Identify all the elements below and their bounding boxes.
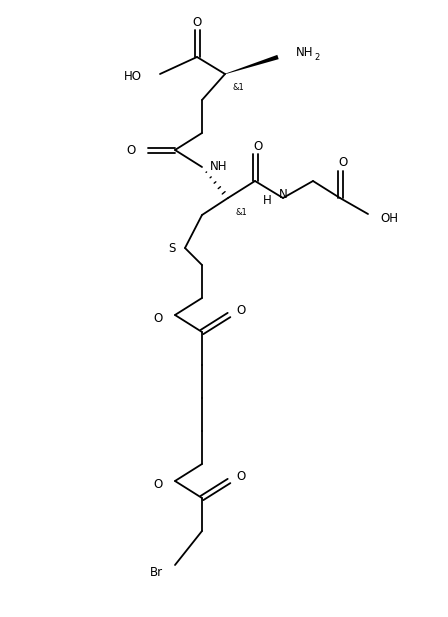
Text: Br: Br xyxy=(150,566,163,579)
Text: O: O xyxy=(254,139,263,152)
Text: HO: HO xyxy=(124,70,142,83)
Text: O: O xyxy=(237,304,246,317)
Text: &1: &1 xyxy=(235,208,247,217)
Text: O: O xyxy=(237,470,246,482)
Text: O: O xyxy=(154,478,163,491)
Text: 2: 2 xyxy=(314,54,319,62)
Text: O: O xyxy=(338,155,348,168)
Text: N: N xyxy=(279,188,287,201)
Text: &1: &1 xyxy=(232,83,244,92)
Text: S: S xyxy=(168,241,176,254)
Text: O: O xyxy=(192,15,202,28)
Text: NH: NH xyxy=(296,46,314,59)
Text: O: O xyxy=(127,144,136,157)
Text: OH: OH xyxy=(380,212,398,225)
Text: H: H xyxy=(263,194,272,207)
Text: NH: NH xyxy=(210,160,228,173)
Text: O: O xyxy=(154,312,163,325)
Polygon shape xyxy=(225,55,279,74)
